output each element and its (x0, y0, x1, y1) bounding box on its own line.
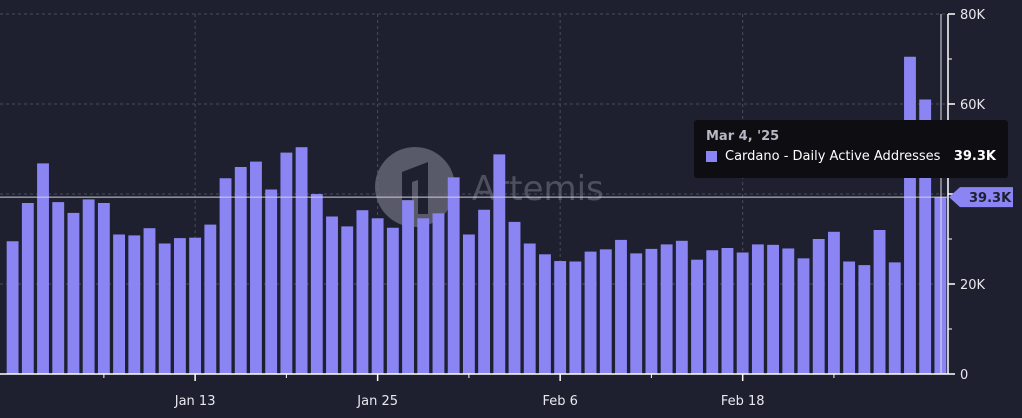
bar[interactable] (782, 248, 795, 374)
x-tick-label: Feb 18 (721, 394, 765, 409)
bar[interactable] (584, 251, 597, 374)
bar[interactable] (858, 265, 871, 374)
bar[interactable] (234, 167, 247, 374)
x-tick-label: Feb 6 (542, 394, 577, 409)
bar[interactable] (904, 56, 916, 374)
bar[interactable] (478, 209, 491, 374)
bar[interactable] (888, 262, 901, 374)
bar[interactable] (6, 241, 19, 374)
tooltip-row: Cardano - Daily Active Addresses 39.3K (706, 149, 996, 164)
bar[interactable] (706, 250, 719, 374)
bar[interactable] (250, 161, 262, 374)
bar[interactable] (67, 212, 80, 374)
tooltip-series-name: Cardano - Daily Active Addresses (725, 149, 941, 164)
bar[interactable] (934, 197, 947, 374)
bar[interactable] (767, 244, 780, 374)
x-ticks: Jan 13 Jan 25 Feb 6 Feb 18 (103, 374, 835, 409)
bar[interactable] (599, 249, 612, 374)
bar[interactable] (675, 240, 688, 374)
bar[interactable] (386, 227, 399, 374)
bars (6, 56, 947, 375)
watermark-text: Artemis (472, 169, 604, 209)
bar[interactable] (82, 199, 95, 374)
current-value-label: 39.3K (969, 191, 1012, 206)
bar[interactable] (736, 252, 749, 375)
bar[interactable] (843, 261, 856, 375)
bar[interactable] (873, 230, 886, 374)
bar[interactable] (158, 243, 171, 375)
tooltip: Mar 4, '25 Cardano - Daily Active Addres… (694, 120, 1008, 178)
y-tick-label: 0 (960, 368, 968, 383)
bar[interactable] (569, 261, 582, 375)
bar[interactable] (204, 224, 217, 374)
bar[interactable] (37, 163, 49, 374)
bar[interactable] (751, 244, 764, 374)
bar[interactable] (52, 202, 65, 374)
bar[interactable] (97, 203, 110, 374)
bar[interactable] (371, 218, 384, 374)
bar[interactable] (402, 200, 414, 374)
bar[interactable] (21, 203, 34, 374)
x-tick-label: Jan 25 (356, 394, 398, 409)
y-tick-label: 60K (960, 98, 986, 113)
watermark-logo-glyph (402, 162, 428, 214)
current-value-badge: 39.3K (949, 187, 1013, 208)
bar[interactable] (827, 231, 840, 374)
bar[interactable] (173, 238, 186, 374)
y-tick-label: 80K (960, 8, 986, 23)
tooltip-value: 39.3K (953, 149, 996, 164)
tooltip-date: Mar 4, '25 (706, 129, 780, 144)
x-tick-label: Jan 13 (174, 394, 216, 409)
bar[interactable] (539, 254, 551, 374)
bar[interactable] (295, 147, 308, 374)
bar[interactable] (128, 235, 141, 374)
bar[interactable] (143, 228, 156, 374)
current-value-badge-shape (949, 187, 1013, 208)
bar[interactable] (310, 194, 323, 374)
bar[interactable] (812, 239, 825, 374)
bar[interactable] (645, 248, 658, 374)
bar[interactable] (326, 216, 338, 375)
bar[interactable] (508, 221, 521, 374)
bar[interactable] (721, 248, 734, 374)
bar[interactable] (660, 244, 673, 374)
bar[interactable] (265, 189, 278, 375)
bar[interactable] (493, 154, 506, 374)
bar[interactable] (189, 237, 202, 374)
bar[interactable] (447, 177, 460, 374)
bar[interactable] (219, 178, 232, 374)
bar[interactable] (113, 234, 126, 375)
bar[interactable] (554, 261, 567, 374)
bar[interactable] (280, 152, 293, 374)
bar[interactable] (797, 258, 810, 374)
bar[interactable] (341, 226, 354, 374)
y-tick-label: 20K (960, 278, 986, 293)
bar[interactable] (417, 218, 430, 374)
bar[interactable] (432, 213, 445, 374)
bar[interactable] (615, 239, 627, 374)
bar[interactable] (356, 210, 369, 374)
bar[interactable] (691, 259, 703, 374)
bar[interactable] (462, 234, 475, 375)
bar[interactable] (523, 243, 536, 375)
bar[interactable] (919, 99, 932, 375)
bar[interactable] (630, 253, 643, 374)
watermark-logo-icon (375, 147, 455, 227)
tooltip-series-swatch (706, 151, 717, 162)
